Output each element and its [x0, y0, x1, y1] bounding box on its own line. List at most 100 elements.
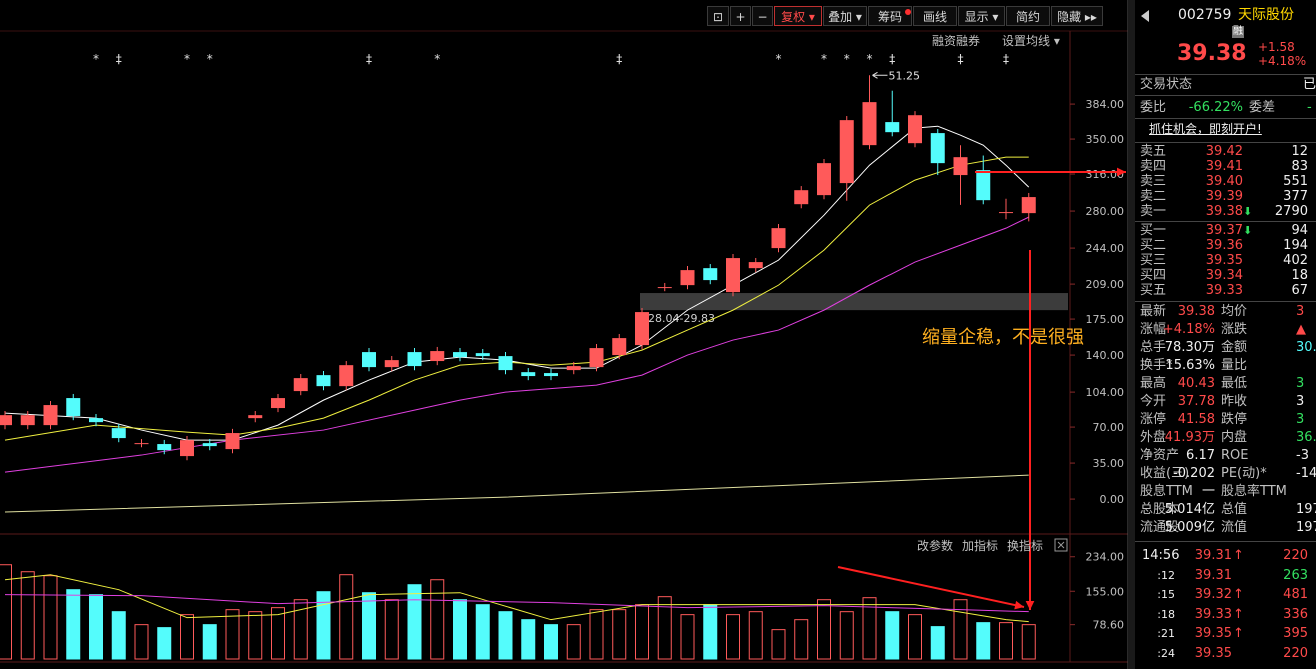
tick-arrow: ↑ — [1233, 626, 1244, 641]
stock-name: 天际股份 — [1238, 7, 1294, 23]
toolbar-button[interactable]: 筹码 — [868, 6, 912, 26]
stat-label: 换手* — [1140, 358, 1173, 373]
arrow-head — [1116, 167, 1126, 177]
zone-label: 28.04-29.83 — [648, 312, 715, 325]
tick-time: :21 — [1157, 627, 1175, 640]
stat-value: 3 — [1296, 412, 1305, 427]
tick-volume: 220 — [1283, 645, 1308, 661]
candle-body — [453, 352, 467, 358]
event-marker: * — [207, 52, 213, 66]
volume-bar — [908, 614, 922, 660]
moving-average — [4, 594, 1029, 613]
candle-body — [0, 415, 12, 426]
promo-link[interactable]: 抓住机会，即刻开户! — [1149, 122, 1262, 136]
stat-value: 36. — [1296, 430, 1316, 445]
toolbar-button[interactable]: 隐藏 ▸▸ — [1051, 6, 1103, 26]
stat-label: 均价 — [1221, 304, 1248, 319]
book-level: 卖四 — [1140, 159, 1167, 174]
y-tick-label: 0.00 — [1100, 493, 1125, 506]
candle-body — [157, 444, 172, 451]
stat-label: 流通股 — [1140, 520, 1180, 535]
volume-bar — [316, 591, 331, 660]
volume-bar — [1021, 624, 1036, 660]
book-level: 卖一 — [1140, 204, 1167, 219]
back-button[interactable] — [1141, 10, 1149, 22]
book-volume: 67 — [1291, 283, 1308, 298]
tick-time: 14:56 — [1142, 548, 1180, 563]
volume-bar — [976, 622, 991, 660]
stat-value: 3 — [1296, 304, 1305, 319]
indicator-menu[interactable]: 加指标 — [962, 539, 999, 553]
y-tick-label: 78.60 — [1093, 619, 1125, 632]
book-price: 39.39 — [1205, 189, 1243, 204]
y-tick-label: 209.00 — [1086, 278, 1125, 291]
candle-body — [521, 372, 536, 377]
candle-body — [930, 133, 945, 164]
y-tick-label: 104.00 — [1086, 386, 1125, 399]
label: 委差 — [1249, 100, 1276, 115]
tick-volume: 263 — [1283, 567, 1308, 583]
toolbar-button[interactable]: 复权 ▾ — [774, 6, 822, 26]
stat-label: 涨幅 — [1140, 322, 1167, 337]
stat-label: 流值 — [1221, 520, 1248, 535]
y-tick-label: 280.00 — [1086, 205, 1125, 218]
toolbar-button[interactable]: 画线 — [913, 6, 957, 26]
volume-bar — [225, 609, 240, 660]
volume-bar — [339, 574, 354, 660]
candle-body — [589, 348, 604, 368]
event-marker: ‡ — [116, 52, 122, 66]
tick-time: :15 — [1157, 588, 1175, 601]
toolbar-button[interactable]: − — [752, 6, 773, 26]
y-tick-label: 70.00 — [1093, 421, 1125, 434]
book-level: 买三 — [1140, 253, 1167, 268]
book-price: 39.41 — [1205, 159, 1243, 174]
candle-body — [134, 443, 149, 445]
value: -66.22% — [1188, 100, 1243, 115]
stat-label: 涨跌 — [1221, 322, 1248, 337]
stat-label: ROE — [1221, 448, 1249, 463]
candle-body — [817, 163, 831, 196]
event-marker: * — [821, 52, 827, 66]
candle-body — [566, 366, 581, 371]
toolbar-button[interactable]: ⊡ — [707, 6, 729, 26]
event-marker: * — [867, 52, 873, 66]
label: 委比 — [1140, 100, 1167, 115]
volume-bar — [703, 604, 718, 660]
volume-bar — [0, 564, 12, 660]
candle-body — [544, 373, 558, 377]
kline-chart: 384.00350.00316.00280.00244.00209.00175.… — [0, 0, 1128, 669]
stat-value: 197 — [1296, 502, 1316, 517]
toolbar-button[interactable]: 显示 ▾ — [958, 6, 1005, 26]
last-price: 39.38 — [1177, 41, 1247, 66]
toolbar-button[interactable]: 简约 — [1006, 6, 1050, 26]
volume-bar — [20, 571, 35, 660]
book-level: 卖五 — [1140, 144, 1167, 159]
volume-bar — [862, 597, 877, 660]
book-price: 39.35 — [1205, 253, 1243, 268]
toolbar-button[interactable]: 叠加 ▾ — [823, 6, 867, 26]
stat-label: PE(动)* — [1221, 466, 1267, 481]
chart-menu[interactable]: 融资融券 — [932, 34, 981, 48]
stat-label: 总手 — [1140, 340, 1167, 355]
indicator-menu[interactable]: 换指标 — [1007, 539, 1044, 553]
tick-arrow: ↑ — [1233, 587, 1244, 602]
indicator-menu[interactable]: 改参数 — [917, 539, 954, 553]
candle-body — [908, 115, 922, 144]
candle-body — [885, 122, 900, 133]
volume-bar — [999, 622, 1013, 660]
volume-bar — [430, 579, 445, 660]
chart-menu[interactable]: 设置均线 ▾ — [1002, 34, 1060, 48]
stat-label: 股息率TTM — [1221, 484, 1287, 499]
separator — [1135, 301, 1316, 302]
stat-label: 最新 — [1140, 304, 1167, 319]
close-indicator-button[interactable] — [1054, 538, 1068, 552]
tick-time: :12 — [1157, 568, 1175, 582]
toolbar-button[interactable]: + — [730, 6, 751, 26]
candle-body — [430, 351, 445, 362]
volume-bar — [157, 627, 172, 660]
stat-value: +4.18% — [1162, 322, 1215, 337]
tick-arrow: ↑ — [1233, 606, 1244, 622]
separator — [1135, 142, 1316, 143]
tick-time: :24 — [1157, 646, 1175, 660]
